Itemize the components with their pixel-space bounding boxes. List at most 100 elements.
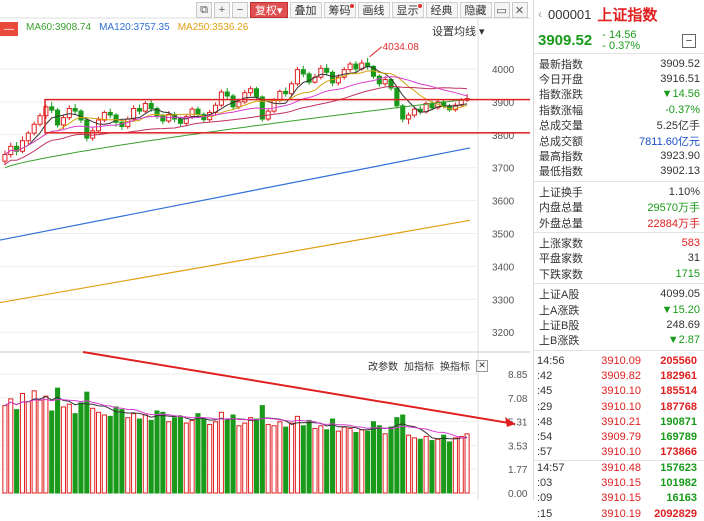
candle-body: [195, 108, 201, 115]
toolbar-button-0[interactable]: 复权 ▾: [250, 2, 288, 18]
ma-toggle-icon[interactable]: —: [0, 22, 18, 36]
volume-bar: [66, 403, 72, 494]
close-icon[interactable]: ✕: [476, 359, 488, 372]
kline-chart[interactable]: 4000 3900 3800 3700 3600 3500 3400 3300 3200 8.85…: [0, 0, 530, 500]
copy-icon[interactable]: ⧉: [196, 2, 212, 18]
candle-body: [400, 105, 406, 120]
stat-row: 内盘总量 29570万手: [534, 200, 704, 215]
volume-bar: [253, 418, 260, 494]
change-percent: - 0.37%: [602, 39, 641, 52]
tick-row: :54 3909.79 169789: [534, 430, 704, 445]
toolbar-button-label: 显示: [396, 5, 419, 17]
tick-list[interactable]: 14:56 3910.09 205560:42 3909.82 182961:45 391…: [534, 350, 704, 521]
tick-row: :57 3910.10 173866: [534, 445, 704, 460]
toolbar-button-4[interactable]: 显示: [391, 2, 424, 18]
stat-value: 1.10%: [668, 185, 700, 198]
stat-row: 平盘家数 31: [534, 251, 704, 266]
tick-time: :42: [537, 369, 553, 382]
volume-bar: [43, 395, 49, 494]
price-tick-label: 3900: [492, 98, 515, 109]
add-indicator-link[interactable]: 加指标: [404, 362, 434, 373]
price-tick-label: 3200: [492, 328, 515, 339]
volume-bar: [195, 413, 201, 494]
minus-icon[interactable]: −: [232, 2, 248, 18]
candle-body: [66, 107, 72, 119]
candle-body: [60, 117, 66, 126]
stat-row: 最新指数 3909.52: [534, 56, 704, 71]
toolbar-button-label: 经典: [430, 5, 453, 17]
vol-ma10-line: [4, 398, 468, 439]
edit-params-link[interactable]: 改参数: [368, 362, 398, 373]
chart-toolbar: ⧉ + − 复权 ▾ 叠加 筹码 画线 显示 经典 隐藏 ▭ ✕: [196, 1, 528, 19]
candle-body: [160, 115, 166, 122]
stat-row: 今日开盘 3916.51: [534, 71, 704, 86]
stat-value: ▼15.20: [661, 303, 700, 316]
tick-row: :03 3910.15 101982: [534, 475, 704, 490]
candle-body: [90, 130, 96, 139]
volume-bar: [136, 418, 143, 494]
stats-list-turnover: 上证换手 1.10% 内盘总量 29570万手 外盘总量 22884万手: [534, 181, 704, 230]
toolbar-button-6[interactable]: 隐藏: [459, 2, 492, 18]
tick-time: :45: [537, 385, 553, 398]
price-tick-label: 3600: [492, 197, 515, 208]
tick-row: :42 3909.82 182961: [534, 368, 704, 383]
tick-price: 3910.10: [601, 385, 641, 398]
chevron-left-icon[interactable]: ‹: [538, 7, 542, 21]
toolbar-button-1[interactable]: 叠加: [289, 2, 322, 18]
ma30-line: [4, 85, 468, 165]
tick-row: :09 3910.15 16163: [534, 491, 704, 506]
candle-body: [394, 87, 400, 107]
toolbar-button-5[interactable]: 经典: [425, 2, 458, 18]
toolbar-button-2[interactable]: 筹码: [323, 2, 356, 18]
toolbar-button-label: 复权: [255, 5, 277, 17]
switch-indicator-link[interactable]: 换指标: [440, 362, 470, 373]
volume-bar: [37, 399, 43, 494]
candle-body: [318, 67, 324, 78]
stat-value: 583: [681, 236, 700, 249]
volume-bar: [458, 436, 464, 494]
tick-vol: 169789: [660, 431, 697, 444]
candle-body: [31, 123, 37, 134]
volume-bar: [72, 413, 78, 494]
volume-bar: [55, 387, 61, 494]
tick-time: :48: [537, 415, 553, 428]
tick-row: :45 3910.10 185514: [534, 384, 704, 399]
candle-body: [376, 75, 382, 85]
toolbar-restore-icon[interactable]: ▭: [493, 2, 510, 18]
volume-bar: [271, 425, 277, 494]
volume-tick-label: 5.31: [508, 418, 528, 429]
volume-bar: [177, 415, 183, 494]
tick-vol: 190871: [660, 415, 697, 428]
stat-row: 总成交额 7811.60亿元: [534, 133, 704, 148]
volume-bar: [464, 433, 470, 494]
ma-legend: — MA60:3908.74 MA120:3757.35 MA250:3536.…: [0, 22, 248, 36]
volume-bar: [318, 425, 324, 494]
kline-chart-area[interactable]: 4000 3900 3800 3700 3600 3500 3400 3300 3200 8.85…: [0, 0, 530, 500]
volume-bar: [446, 441, 453, 494]
candle-body: [306, 73, 312, 83]
tick-price: 3910.15: [601, 477, 641, 490]
candle-body: [248, 88, 254, 94]
tick-price: 3909.82: [601, 369, 641, 382]
stat-label: 总成交额: [539, 135, 583, 148]
toolbar-button-3[interactable]: 画线: [357, 2, 390, 18]
toolbar-close-icon[interactable]: ✕: [511, 2, 528, 18]
candle-body: [271, 99, 277, 112]
price-change: - 14.56 - 0.37%: [602, 29, 641, 52]
tick-row: :15 3910.19 2092829: [534, 506, 704, 521]
collapse-button[interactable]: −: [682, 34, 696, 48]
trend-line-arrowhead: [505, 417, 515, 427]
plus-icon[interactable]: +: [214, 2, 230, 18]
stat-row: 上证A股 4099.05: [534, 286, 704, 301]
volume-bar: [189, 419, 195, 494]
tick-row: 14:56 3910.09 205560: [534, 353, 704, 368]
candle-body: [37, 115, 43, 125]
stat-row: 最低指数 3902.13: [534, 164, 704, 179]
stat-row: 最高指数 3923.90: [534, 148, 704, 163]
volume-bar: [2, 405, 8, 494]
ma-settings-link[interactable]: 设置均线 ▾: [432, 23, 485, 39]
volume-indicator-links: 改参数 加指标 换指标 ✕: [368, 358, 488, 373]
volume-bar: [283, 426, 289, 494]
volume-tick-label: 8.85: [508, 370, 528, 381]
stats-list: 最新指数 3909.52 今日开盘 3916.51 指数涨跌 ▼14.56 指数涨幅 -0.3…: [534, 54, 704, 179]
